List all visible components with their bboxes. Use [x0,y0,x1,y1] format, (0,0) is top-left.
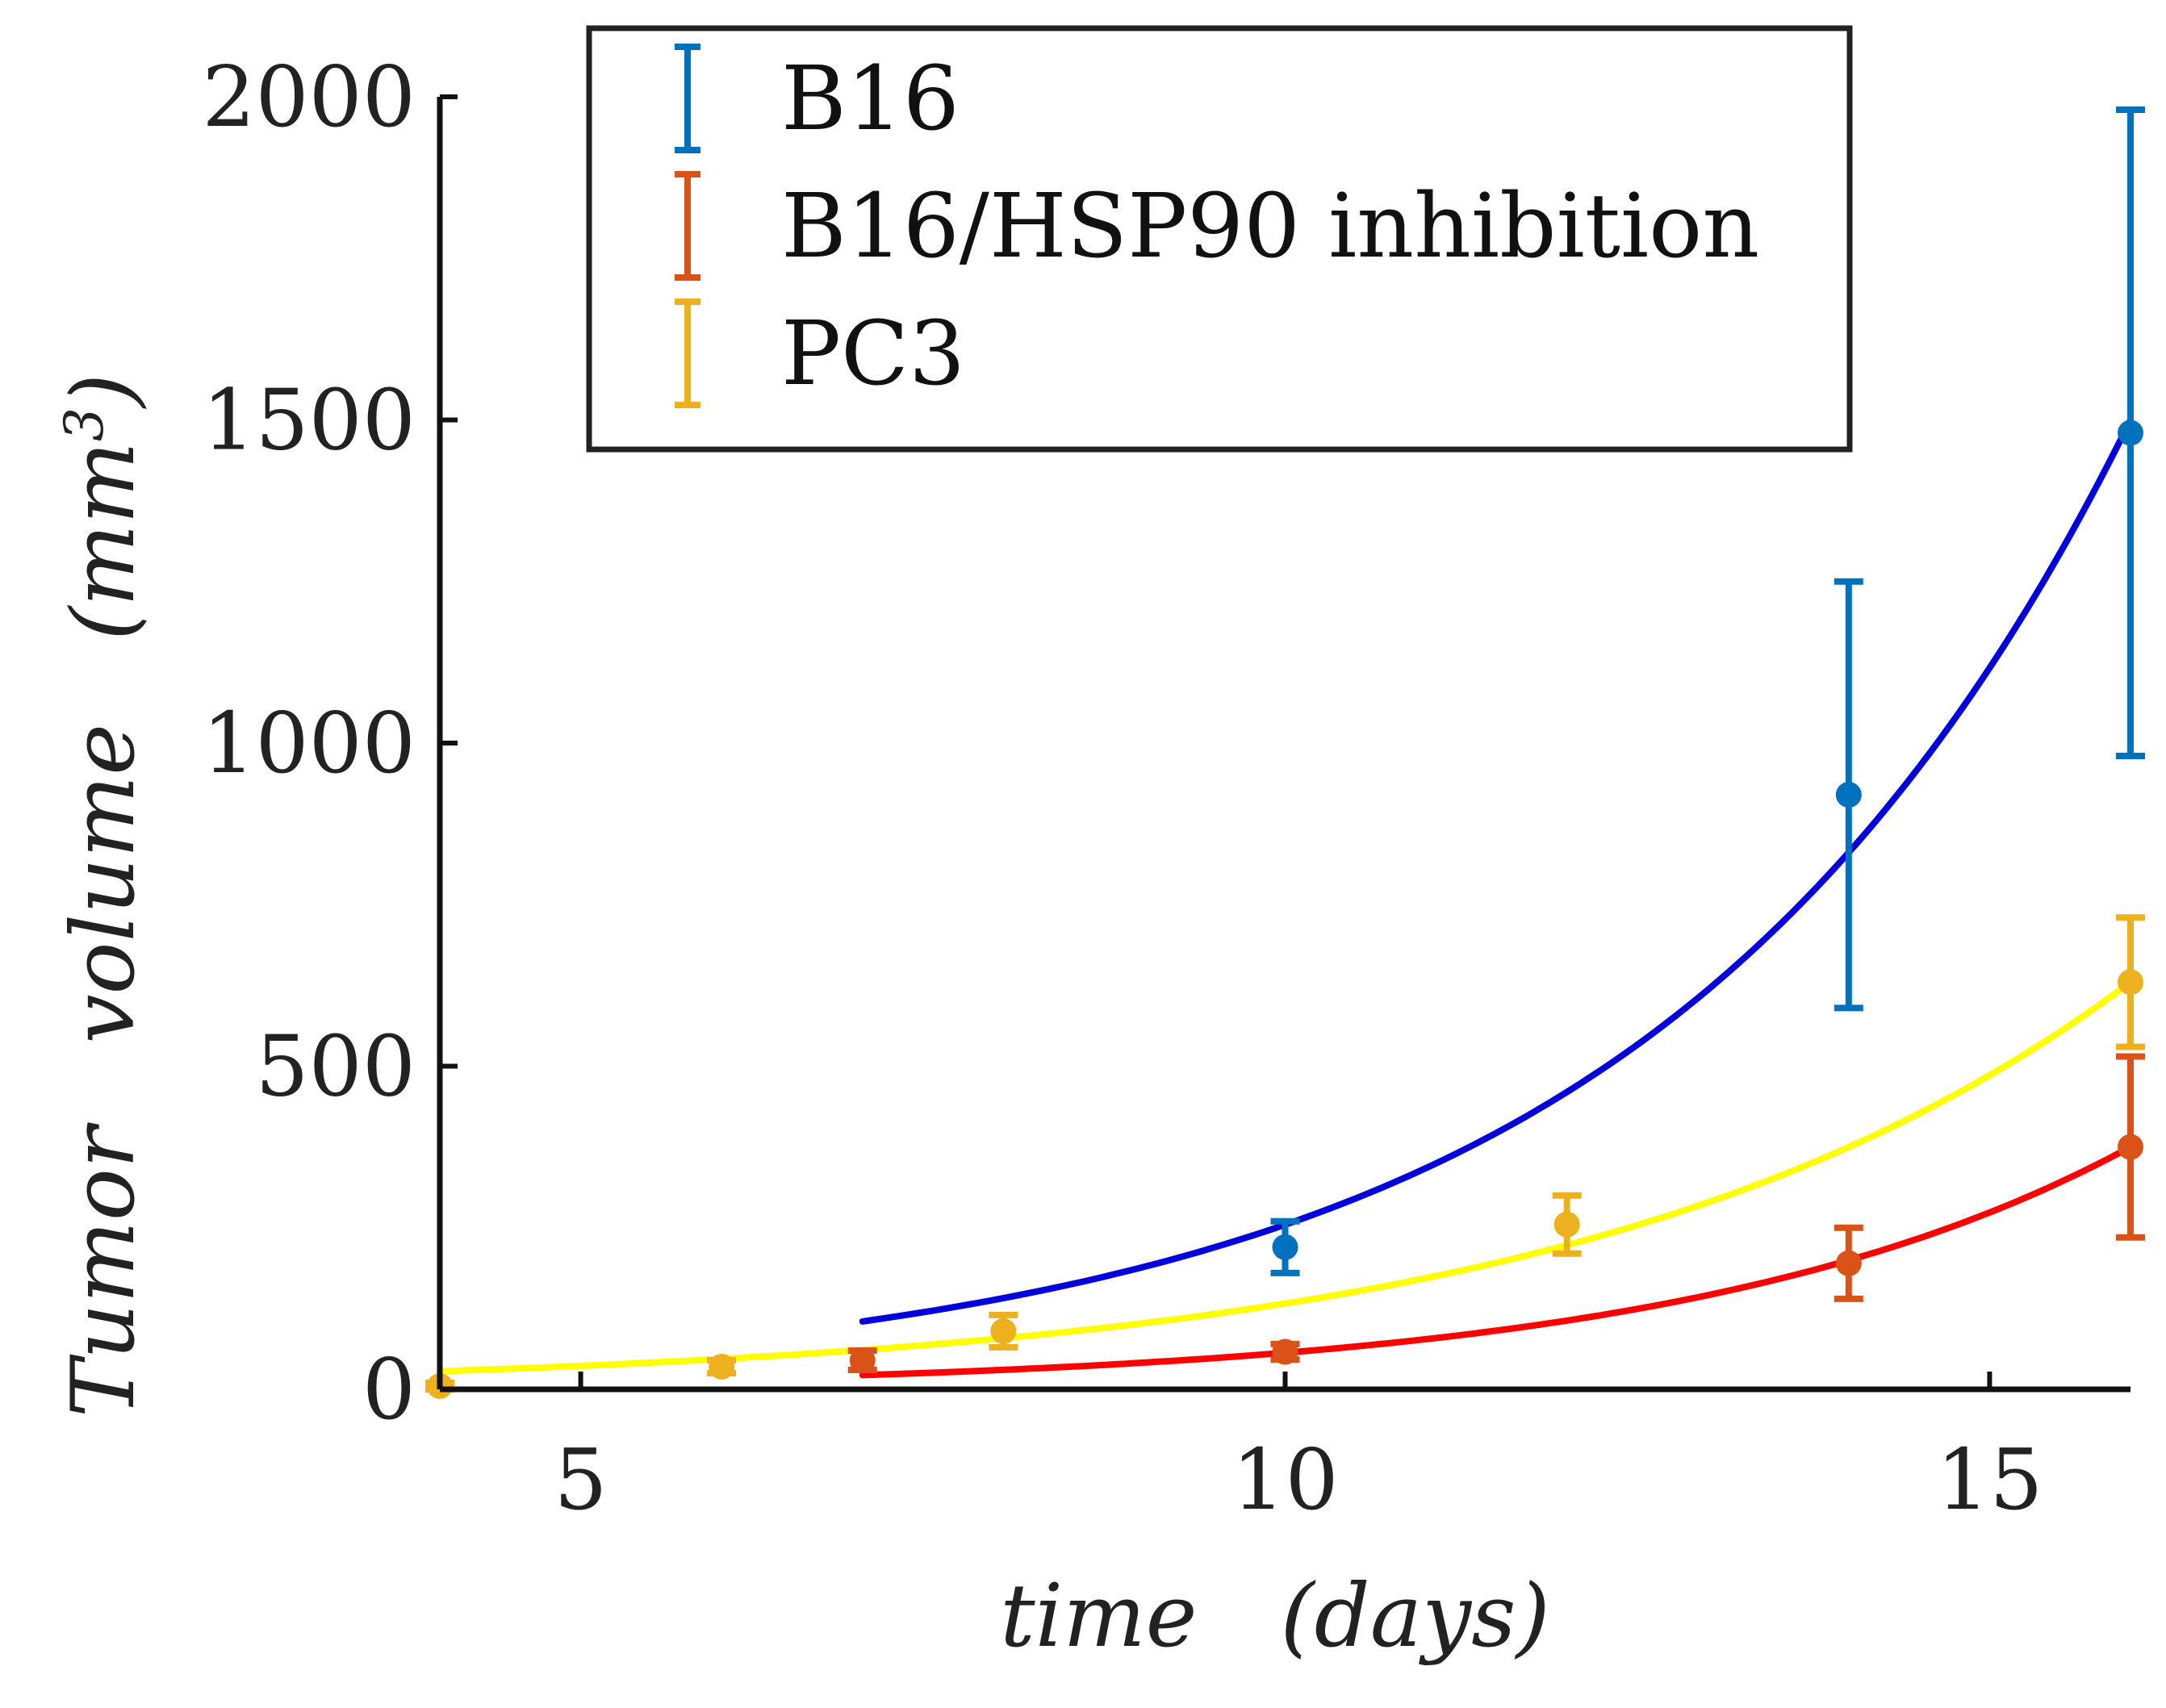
point-marker [709,1353,735,1380]
legend-item-b16: B16 [675,44,960,153]
y-axis-label-main: Tumor volume (mm [53,441,154,1418]
x-tick-label: 15 [1936,1430,2043,1529]
point-marker [990,1318,1017,1344]
data-points [425,106,2145,1399]
legend-label: B16/HSP90 inhibition [781,174,1759,278]
legend: B16 B16/HSP90 inhibition PC3 [586,25,1853,453]
point-marker [1835,1250,1862,1276]
y-tick-label: 0 [362,1340,416,1439]
point-marker [849,1347,876,1373]
data-point-b16 [2116,106,2145,760]
y-tick-label: 1500 [202,371,416,470]
fit-curve-b16-hsp90-inhibition [859,1143,2134,1379]
point-marker [1272,1338,1298,1365]
data-point-b16-hsp90-inhibition [1270,1338,1300,1365]
point-marker [2118,1134,2143,1160]
y-tick-label: 500 [255,1017,416,1116]
y-tick-label: 2000 [202,48,416,146]
data-point-pc3 [989,1311,1018,1351]
y-axis-label-superscript: 3 [53,407,115,441]
point-marker [1835,782,1862,808]
point-marker [1272,1234,1298,1260]
legend-label: B16 [781,47,960,150]
data-point-pc3 [1552,1192,1582,1257]
data-point-pc3 [2116,914,2145,1050]
data-point-b16-hsp90-inhibition [2116,1053,2145,1241]
legend-item-b16-hsp90-inhibition: B16/HSP90 inhibition [675,171,1759,281]
data-point-b16 [1270,1217,1300,1276]
point-marker [2118,420,2143,446]
point-marker [1553,1211,1580,1238]
data-point-b16-hsp90-inhibition [847,1347,877,1373]
data-point-b16-hsp90-inhibition [1834,1224,1863,1302]
x-tick-label: 5 [554,1430,607,1529]
x-ticks: 5 10 15 [554,1372,2043,1529]
legend-label: PC3 [781,302,965,405]
legend-item-pc3: PC3 [675,299,965,408]
data-point-b16 [1834,578,1863,1012]
data-point-pc3 [707,1353,737,1380]
y-axis-label: Tumor volume (mm3) [53,374,155,1418]
y-axis-label-close: ) [53,374,154,409]
y-tick-label: 1000 [202,694,416,792]
y-ticks: 0 500 1000 1500 2000 [202,48,458,1439]
x-tick-label: 10 [1231,1430,1338,1529]
point-marker [2118,969,2143,996]
fit-curve-b16 [859,416,2134,1325]
legend-box [586,25,1853,453]
x-axis-label: time (days) [1000,1566,1550,1667]
